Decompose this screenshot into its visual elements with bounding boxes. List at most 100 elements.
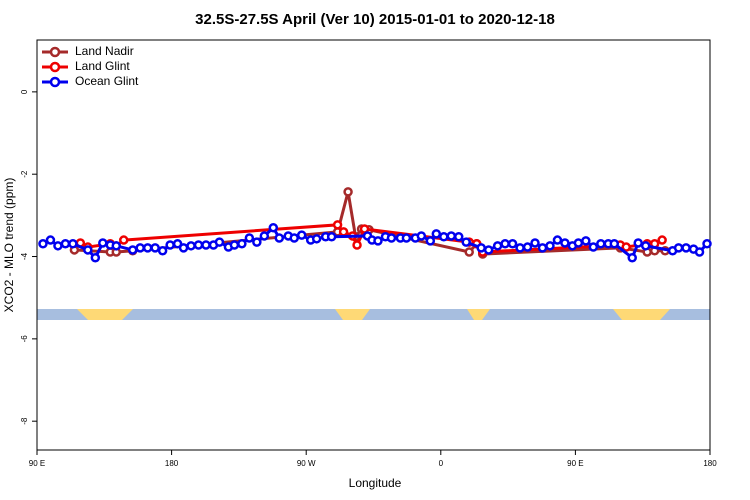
data-point (259, 231, 270, 241)
x-tick-label: 180 (165, 459, 179, 468)
data-point (552, 235, 563, 245)
data-point (229, 240, 240, 250)
data-point (425, 236, 436, 246)
data-point (237, 239, 247, 249)
data-point (673, 243, 684, 253)
data-point (386, 233, 397, 243)
legend-marker (49, 61, 61, 73)
data-point (127, 245, 138, 255)
legend-label: Ocean Glint (75, 74, 139, 88)
data-point (560, 238, 570, 248)
data-point (581, 236, 591, 246)
data-point (150, 243, 160, 253)
land-band (467, 309, 490, 320)
data-point (545, 241, 555, 251)
data-point (352, 240, 362, 250)
data-point (515, 243, 525, 253)
land-ocean-strip (37, 309, 710, 320)
x-tick-label: 0 (439, 459, 444, 468)
y-tick-label: -8 (20, 417, 29, 425)
data-point (118, 235, 129, 245)
data-point (214, 237, 225, 247)
y-tick-label: -2 (20, 170, 29, 178)
data-point (627, 253, 637, 263)
data-point (252, 237, 262, 247)
data-point (483, 245, 494, 255)
data-point (373, 236, 383, 246)
ocean-band (37, 309, 710, 320)
data-point (522, 242, 533, 252)
land-band (613, 309, 670, 320)
data-point (60, 239, 71, 249)
x-tick-label: 90 E (29, 459, 45, 468)
data-point (702, 239, 712, 249)
x-tick-label: 90 W (297, 459, 316, 468)
data-point (596, 239, 606, 249)
y-tick-label: 0 (20, 89, 29, 94)
chart-title: 32.5S-27.5S April (Ver 10) 2015-01-01 to… (195, 11, 555, 28)
data-point (507, 239, 518, 249)
data-point (157, 246, 168, 256)
data-point (492, 241, 503, 251)
data-point (111, 241, 122, 251)
x-axis-label: Longitude (349, 476, 402, 490)
data-point (500, 239, 510, 249)
data-point (464, 247, 474, 257)
x-tick-label: 180 (703, 459, 717, 468)
data-point (609, 239, 620, 249)
legend-label: Land Glint (75, 59, 130, 73)
data-point (621, 242, 631, 252)
data-point (439, 232, 449, 242)
land-band (335, 309, 370, 320)
data-point (633, 238, 643, 248)
data-point (193, 240, 204, 250)
data-point (53, 241, 63, 251)
data-point (186, 241, 196, 251)
data-point (657, 235, 667, 245)
data-point (296, 230, 307, 240)
x-tick-label: 90 E (567, 459, 583, 468)
data-point (98, 238, 108, 248)
data-point (68, 239, 78, 249)
data-point (401, 233, 412, 243)
y-axis-label: XCO2 - MLO trend (ppm) (2, 178, 16, 313)
data-point (268, 222, 279, 233)
data-point (694, 247, 705, 257)
data-point (343, 187, 353, 197)
data-point (201, 240, 211, 250)
data-point (326, 232, 337, 242)
data-point (142, 243, 153, 253)
data-point (289, 233, 299, 243)
data-point (83, 245, 93, 255)
data-point (431, 229, 442, 239)
land-band (77, 309, 133, 320)
data-point (45, 235, 56, 245)
data-point (681, 243, 691, 253)
legend-marker (49, 46, 61, 58)
data-point (573, 238, 584, 248)
data-point (165, 240, 175, 250)
data-point (476, 243, 486, 253)
data-point (537, 243, 548, 253)
data-point (172, 239, 183, 249)
data-point (588, 242, 599, 252)
data-point (530, 238, 540, 248)
data-point (311, 234, 322, 244)
y-tick-label: -4 (20, 252, 29, 260)
data-point (338, 227, 349, 237)
data-point (274, 233, 285, 243)
y-tick-label: -6 (20, 335, 29, 343)
data-point (38, 239, 48, 249)
data-point (640, 241, 651, 251)
data-point (332, 220, 343, 230)
legend-label: Land Nadir (75, 44, 134, 58)
data-point (178, 243, 189, 253)
data-point (135, 243, 145, 253)
legend-marker (49, 76, 61, 88)
data-point (461, 237, 471, 247)
data-point (446, 231, 457, 241)
data-point (90, 253, 101, 263)
data-point (244, 233, 255, 243)
